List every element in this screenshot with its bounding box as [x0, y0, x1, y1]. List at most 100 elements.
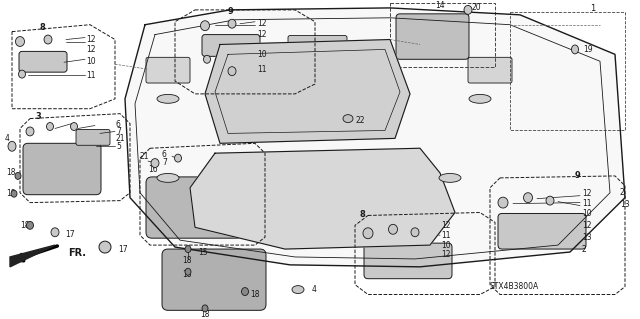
- Text: 1: 1: [590, 4, 595, 13]
- Text: 6: 6: [116, 120, 121, 129]
- Polygon shape: [125, 8, 625, 267]
- Text: 7: 7: [116, 127, 121, 136]
- Ellipse shape: [572, 45, 579, 54]
- Text: 2: 2: [582, 245, 587, 254]
- Text: 19: 19: [583, 45, 593, 54]
- Ellipse shape: [200, 21, 209, 31]
- Text: 21: 21: [116, 134, 125, 143]
- Ellipse shape: [19, 70, 26, 78]
- FancyBboxPatch shape: [146, 177, 246, 238]
- FancyBboxPatch shape: [364, 243, 452, 279]
- Text: 13: 13: [620, 200, 630, 209]
- Text: 18: 18: [6, 168, 15, 177]
- Ellipse shape: [469, 94, 491, 103]
- Text: 12: 12: [441, 221, 451, 230]
- Ellipse shape: [464, 5, 472, 14]
- Ellipse shape: [51, 228, 59, 237]
- Text: 2: 2: [620, 188, 625, 197]
- Ellipse shape: [70, 122, 77, 130]
- Text: 10: 10: [582, 209, 591, 218]
- FancyBboxPatch shape: [307, 185, 393, 215]
- Text: 22: 22: [355, 116, 365, 125]
- Ellipse shape: [47, 122, 54, 130]
- Ellipse shape: [498, 197, 508, 208]
- Text: 6: 6: [162, 150, 167, 159]
- Text: FR.: FR.: [68, 248, 86, 258]
- Ellipse shape: [343, 115, 353, 122]
- Text: 8: 8: [40, 23, 45, 32]
- Text: 17: 17: [65, 230, 75, 239]
- Text: 12: 12: [582, 221, 591, 230]
- Text: 10: 10: [257, 50, 267, 59]
- Ellipse shape: [15, 37, 24, 47]
- Text: 4: 4: [312, 285, 317, 294]
- FancyBboxPatch shape: [146, 57, 190, 83]
- Text: 17: 17: [118, 245, 127, 254]
- Text: 12: 12: [86, 35, 95, 44]
- FancyBboxPatch shape: [19, 51, 67, 72]
- Polygon shape: [10, 245, 55, 267]
- Text: 18: 18: [250, 290, 259, 299]
- Ellipse shape: [26, 221, 33, 229]
- Text: 10: 10: [441, 241, 451, 249]
- Text: 12: 12: [257, 30, 266, 39]
- Text: 18: 18: [182, 256, 191, 265]
- Text: 18: 18: [20, 221, 29, 230]
- Ellipse shape: [524, 193, 532, 203]
- Ellipse shape: [292, 286, 304, 293]
- Ellipse shape: [439, 174, 461, 182]
- Text: 18: 18: [200, 310, 209, 319]
- Text: 14: 14: [435, 1, 445, 11]
- Bar: [390, 3, 495, 67]
- Ellipse shape: [241, 288, 248, 295]
- Text: 7: 7: [162, 158, 167, 167]
- Ellipse shape: [185, 268, 191, 275]
- Ellipse shape: [175, 154, 182, 162]
- Ellipse shape: [157, 174, 179, 182]
- Text: 12: 12: [441, 250, 451, 259]
- Polygon shape: [190, 148, 455, 249]
- Text: 8: 8: [360, 210, 365, 219]
- Text: 18: 18: [182, 270, 191, 279]
- Text: 11: 11: [257, 65, 266, 74]
- Text: 20: 20: [472, 4, 482, 12]
- Ellipse shape: [99, 241, 111, 253]
- Ellipse shape: [15, 173, 21, 179]
- Text: 5: 5: [116, 142, 121, 151]
- Text: 15: 15: [198, 248, 207, 256]
- Ellipse shape: [26, 127, 34, 136]
- Text: 11: 11: [441, 231, 451, 240]
- Ellipse shape: [185, 246, 191, 253]
- Text: 16: 16: [148, 166, 157, 174]
- Text: 12: 12: [86, 45, 95, 54]
- Text: 4: 4: [5, 134, 10, 143]
- Text: 18: 18: [6, 189, 15, 198]
- Text: 10: 10: [86, 57, 95, 66]
- Ellipse shape: [151, 159, 159, 167]
- FancyBboxPatch shape: [498, 213, 586, 249]
- FancyBboxPatch shape: [396, 14, 469, 59]
- Ellipse shape: [546, 196, 554, 205]
- Text: 11: 11: [582, 199, 591, 208]
- Text: 12: 12: [582, 189, 591, 198]
- FancyBboxPatch shape: [23, 143, 101, 195]
- Ellipse shape: [228, 19, 236, 28]
- Ellipse shape: [202, 305, 208, 312]
- FancyBboxPatch shape: [202, 34, 260, 56]
- Text: 9: 9: [228, 7, 234, 16]
- Text: 21: 21: [140, 152, 150, 161]
- Text: 9: 9: [575, 171, 580, 181]
- Ellipse shape: [157, 94, 179, 103]
- Ellipse shape: [388, 224, 397, 234]
- Ellipse shape: [411, 228, 419, 237]
- Text: 13: 13: [582, 233, 591, 242]
- Ellipse shape: [44, 35, 52, 44]
- Text: STX4B3800A: STX4B3800A: [490, 282, 540, 291]
- Ellipse shape: [228, 67, 236, 76]
- FancyBboxPatch shape: [76, 130, 110, 145]
- Ellipse shape: [204, 55, 211, 63]
- Text: 11: 11: [86, 70, 95, 80]
- Ellipse shape: [363, 228, 373, 239]
- Polygon shape: [205, 40, 410, 143]
- FancyBboxPatch shape: [162, 249, 266, 310]
